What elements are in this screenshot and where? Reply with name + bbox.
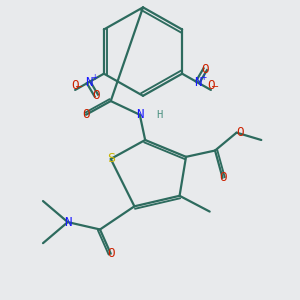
- Text: O: O: [82, 108, 90, 121]
- Text: N: N: [85, 76, 92, 89]
- Text: O: O: [71, 79, 79, 92]
- Text: N: N: [136, 108, 143, 121]
- Text: O: O: [107, 247, 115, 260]
- Text: O: O: [219, 171, 226, 184]
- Text: +: +: [91, 73, 98, 82]
- Text: −: −: [211, 82, 219, 92]
- Text: O: O: [92, 89, 100, 102]
- Text: O: O: [237, 126, 244, 139]
- Text: N: N: [64, 216, 71, 229]
- Text: O: O: [202, 63, 209, 76]
- Text: S: S: [107, 152, 115, 165]
- Text: N: N: [194, 76, 201, 89]
- Text: O: O: [207, 79, 214, 92]
- Text: −: −: [75, 82, 83, 92]
- Text: H: H: [156, 110, 162, 120]
- Text: +: +: [200, 73, 206, 82]
